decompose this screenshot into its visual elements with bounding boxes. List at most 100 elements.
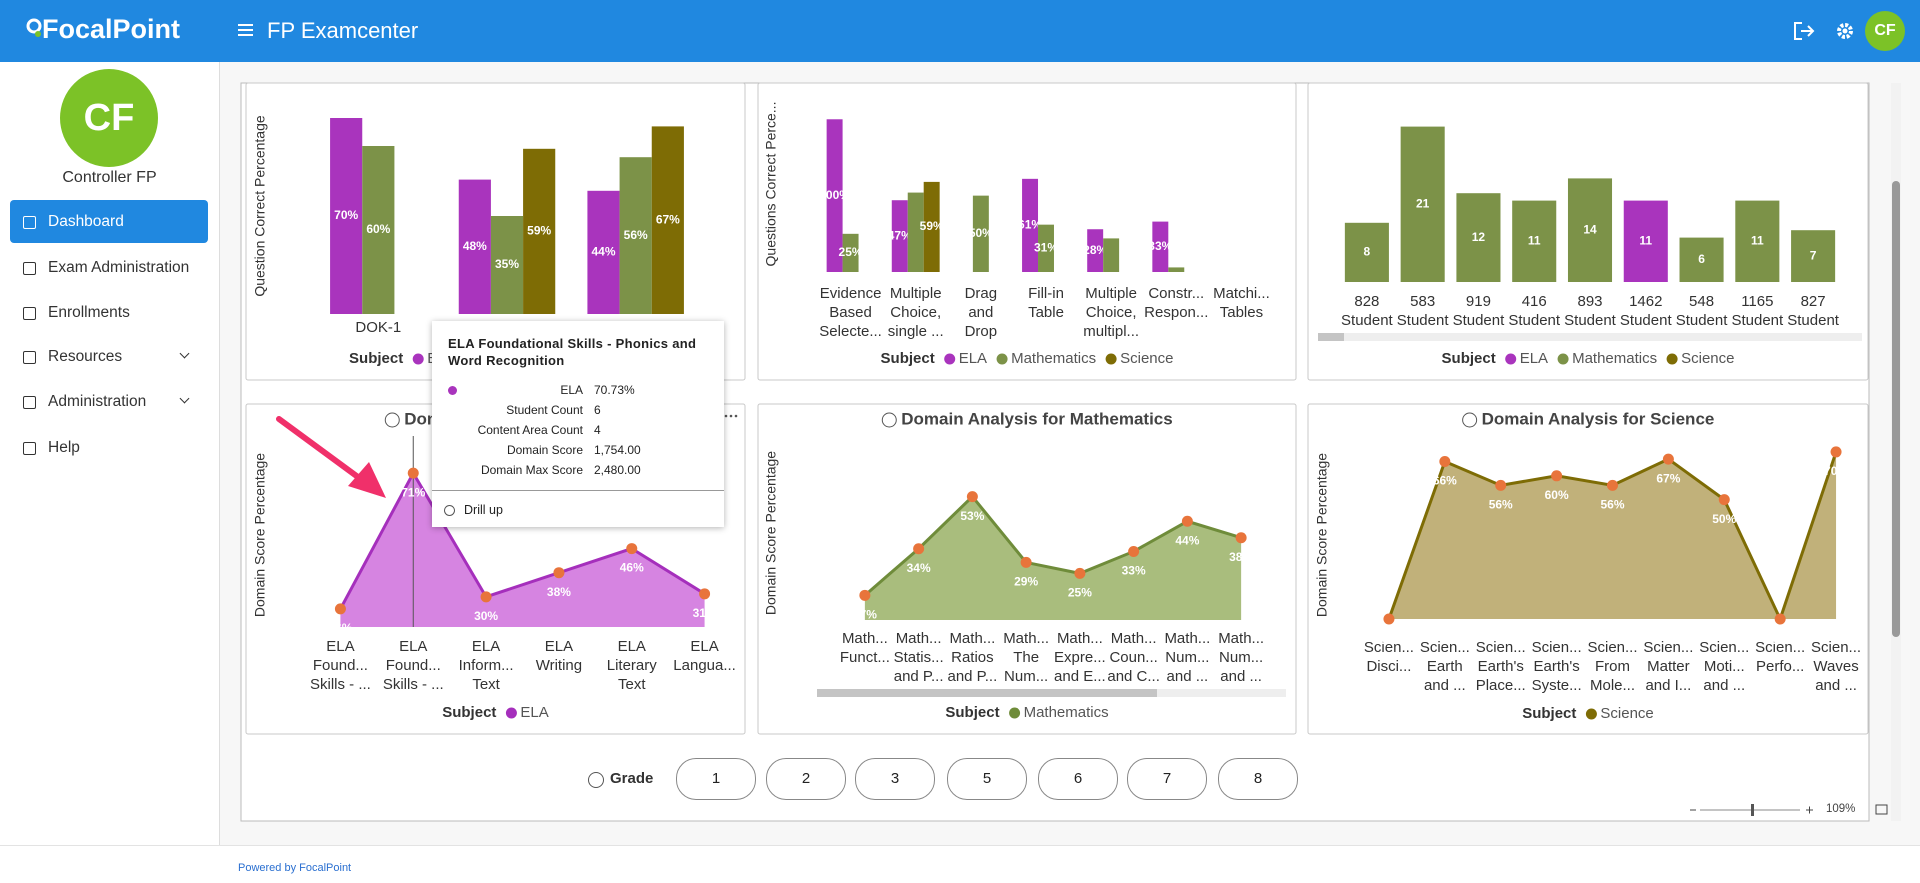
- nav-item[interactable]: Administration: [10, 380, 208, 423]
- data-label: 46%: [620, 561, 644, 575]
- bar: [1103, 238, 1120, 272]
- x-tick-label: ELA: [399, 638, 427, 655]
- legend-swatch: [1666, 353, 1678, 365]
- bar: [1791, 230, 1836, 282]
- nav-item[interactable]: Enrollments: [10, 291, 208, 334]
- x-tick-label: Scien...: [1364, 639, 1414, 656]
- x-tick-label: Student: [1787, 312, 1840, 329]
- tooltip-key: Domain Max Score: [480, 463, 583, 477]
- x-tick-label: Place...: [1476, 677, 1526, 694]
- data-label: 25%: [1068, 586, 1092, 600]
- nav-label: Help: [48, 439, 80, 456]
- tooltip-value: 2,480.00: [594, 463, 641, 477]
- grade-button[interactable]: 2: [766, 758, 846, 800]
- bar: [1168, 267, 1185, 272]
- legend: Subject Science: [1522, 705, 1654, 722]
- bar: [330, 118, 363, 314]
- user-avatar[interactable]: CF: [1865, 11, 1905, 51]
- x-tick-label: Student: [1397, 312, 1450, 329]
- tooltip: ELA Foundational Skills - Phonics and Wo…: [432, 321, 724, 527]
- grade-button[interactable]: 8: [1218, 758, 1298, 800]
- area: [1388, 451, 1837, 619]
- data-label: 38%: [547, 585, 571, 599]
- data-label: 6: [1698, 252, 1705, 266]
- x-tick-label: Statis...: [894, 649, 944, 666]
- point: [1495, 479, 1507, 491]
- data-label: 34%: [907, 561, 931, 575]
- grade-button[interactable]: 5: [947, 758, 1027, 800]
- data-label: 31%: [1034, 240, 1058, 254]
- bar: [1022, 178, 1039, 272]
- legend-label: Mathematics: [1011, 350, 1096, 367]
- x-tick-label: Student: [1620, 312, 1673, 329]
- data-label: 67%: [656, 212, 680, 226]
- nav-item[interactable]: Help: [10, 426, 208, 469]
- nav-item[interactable]: Exam Administration: [10, 246, 208, 289]
- data-label: 70%: [334, 208, 358, 222]
- bar: [1344, 222, 1389, 282]
- more-options: [729, 414, 733, 418]
- data-label: 17%: [853, 607, 877, 621]
- legend-label: Science: [1120, 350, 1173, 367]
- x-tick-label: Found...: [313, 657, 368, 674]
- nav-item[interactable]: Dashboard: [10, 200, 208, 243]
- logout-button[interactable]: [1793, 21, 1815, 41]
- zoom-plus: [1806, 806, 1813, 814]
- x-tick-label: Ratios: [951, 649, 994, 666]
- x-tick-label: Based: [829, 304, 872, 321]
- nav-item[interactable]: Resources: [10, 335, 208, 378]
- point: [1181, 515, 1193, 527]
- logo-icon: [26, 18, 42, 37]
- x-tick-label: and C...: [1107, 668, 1160, 685]
- legend-swatch: [1585, 708, 1597, 720]
- bar: [907, 192, 924, 272]
- x-tick-label: Earth's: [1534, 658, 1580, 675]
- bar: [587, 190, 620, 314]
- x-tick-label: Scien...: [1755, 639, 1805, 656]
- x-tick-label: Scien...: [1476, 639, 1526, 656]
- tooltip-key: Content Area Count: [477, 423, 583, 437]
- x-tick-label: Mole...: [1590, 677, 1635, 694]
- nav-label: Enrollments: [48, 304, 130, 321]
- x-tick-label: Fill-in: [1028, 285, 1064, 302]
- sidebar-avatar: CF: [60, 69, 158, 167]
- legend-label: Science: [1600, 705, 1653, 722]
- x-tick-label: Matter: [1647, 658, 1690, 675]
- legend-title: Subject: [945, 704, 999, 721]
- grade-button[interactable]: 3: [855, 758, 935, 800]
- fit-button: [1875, 804, 1888, 815]
- data-label: 25%: [839, 245, 863, 259]
- x-tick-label: Math...: [842, 630, 888, 647]
- x-tick-label: Math...: [1164, 630, 1210, 647]
- x-tick-label: 919: [1466, 293, 1491, 310]
- legend-label: ELA: [520, 704, 548, 721]
- grade-button[interactable]: 6: [1038, 758, 1118, 800]
- legend-swatch: [505, 707, 517, 719]
- drill-up[interactable]: Drill up: [464, 503, 503, 517]
- grade-button[interactable]: 1: [676, 758, 756, 800]
- x-tick-label: Table: [1028, 304, 1064, 321]
- bar: [891, 200, 908, 272]
- point: [699, 588, 711, 600]
- x-tick-label: Matchi...: [1213, 285, 1270, 302]
- x-tick-label: Drop: [965, 323, 998, 340]
- x-tick-label: and E...: [1054, 668, 1106, 685]
- menu-button[interactable]: [238, 24, 253, 37]
- x-tick-label: Scien...: [1699, 639, 1749, 656]
- data-label: 56%: [1600, 498, 1624, 512]
- line: [863, 494, 1242, 597]
- y-axis-label: Domain Score Percentage: [1314, 453, 1330, 617]
- tooltip-row: Content Area Count 4: [432, 423, 724, 443]
- data-label: 59%: [920, 219, 944, 233]
- top-bar: FocalPoint FP Examcenter CF: [0, 0, 1920, 62]
- data-label: 33%: [1122, 564, 1146, 578]
- grade-button[interactable]: 7: [1127, 758, 1207, 800]
- x-tick-label: Expre...: [1054, 649, 1106, 666]
- tooltip-value: 6: [594, 403, 601, 417]
- bar: [523, 148, 556, 314]
- h-scroll-thumb: [1318, 333, 1344, 341]
- chart-title: Domain Analysis for Science: [1482, 409, 1715, 428]
- bar: [1152, 221, 1169, 272]
- settings-button[interactable]: [1836, 22, 1854, 40]
